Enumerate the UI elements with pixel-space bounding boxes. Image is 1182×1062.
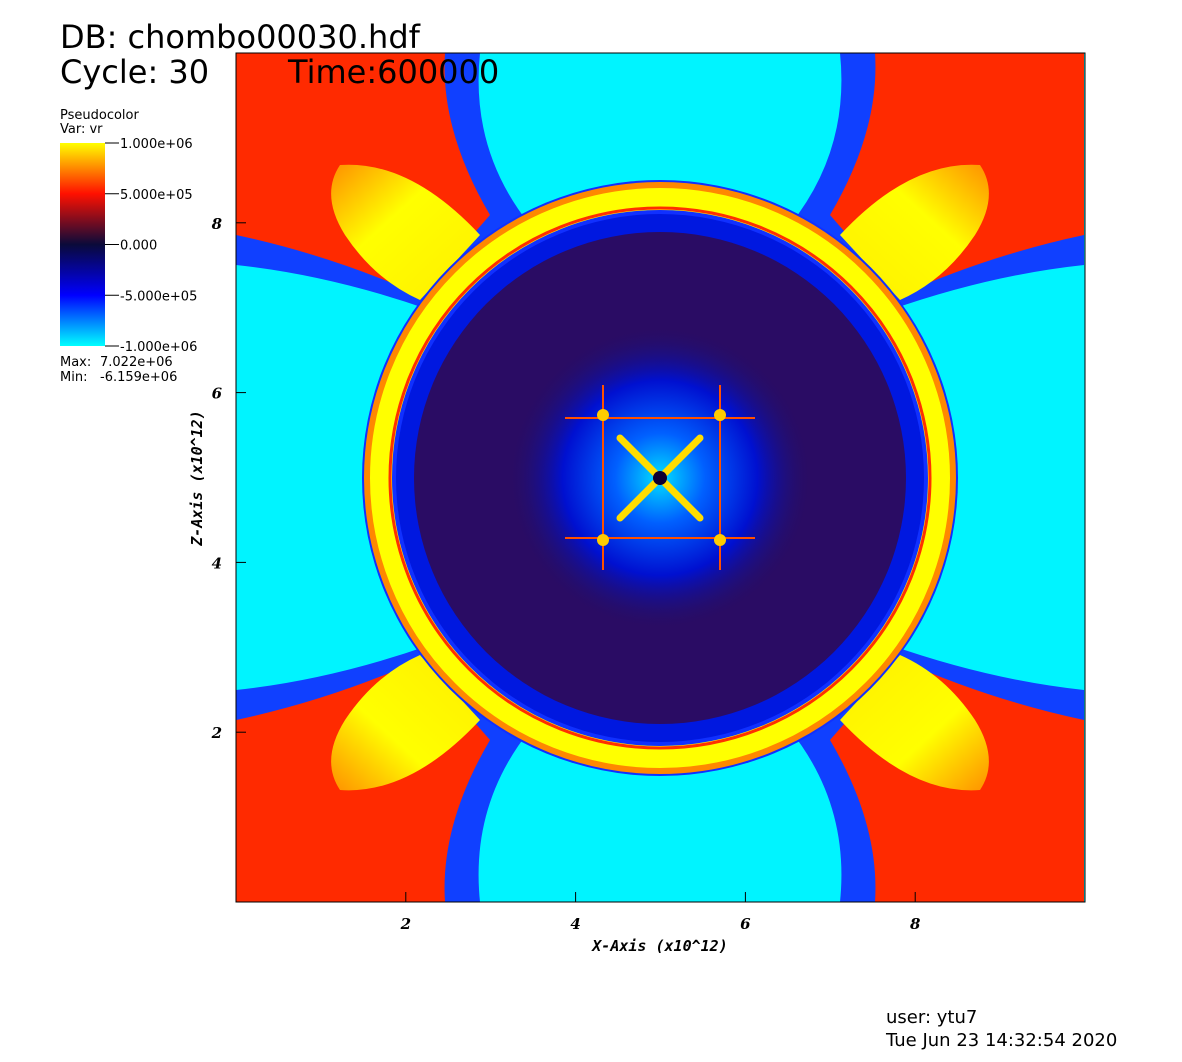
x-tick-label: 4 [570,915,580,933]
stat-value: -6.159e+06 [100,370,177,385]
x-tick-label: 8 [910,915,921,933]
plot-name: Pseudocolor [60,108,139,123]
time: Time:600000 [287,53,499,91]
stat-value: 7.022e+06 [100,355,173,370]
variable: Var: vr [60,122,103,137]
colorbar-tick-label: 0.000 [120,239,157,254]
x-tick-label: 2 [400,915,411,933]
plot-frame [235,52,1086,903]
field-image [236,53,1085,902]
y-tick-label: 2 [211,724,222,742]
stat-name: Max: [60,355,91,370]
user: user: ytu7 [886,1007,977,1028]
y-tick-label: 8 [212,215,223,233]
x-tick-label: 6 [740,915,751,933]
colorbar-tick-label: -1.000e+06 [120,340,197,355]
colorbar-tick-label: 1.000e+06 [120,137,193,152]
date: Tue Jun 23 14:32:54 2020 [885,1030,1117,1051]
colorbar-tick-label: -5.000e+05 [120,289,197,304]
y-axis-title: Z-Axis (x10^12) [188,410,206,546]
colorbar [60,143,105,346]
stat-name: Min: [60,370,87,385]
x-axis-title: X-Axis (x10^12) [590,937,727,955]
y-tick-label: 4 [212,554,222,572]
colorbar-tick-label: 5.000e+05 [120,188,193,203]
cycle: Cycle: 30 [60,53,209,91]
y-tick-label: 6 [212,385,223,403]
title: DB: chombo00030.hdf [60,18,421,56]
